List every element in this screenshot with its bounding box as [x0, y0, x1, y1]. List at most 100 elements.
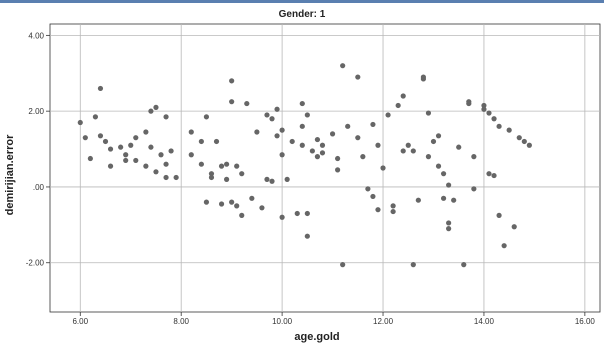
data-point: [143, 163, 149, 169]
data-point: [299, 100, 305, 107]
data-point: [471, 186, 477, 192]
data-point: [309, 148, 315, 154]
data-point: [355, 74, 361, 80]
data-point: [446, 182, 452, 188]
data-point: [208, 171, 215, 177]
chart-title: Gender: 1: [278, 9, 326, 20]
data-point: [92, 114, 99, 120]
data-point: [87, 155, 93, 162]
data-point: [203, 114, 210, 120]
data-point: [77, 119, 83, 126]
data-points: [77, 63, 532, 268]
data-point: [133, 135, 139, 141]
data-point: [107, 163, 114, 169]
data-point: [163, 174, 169, 181]
data-point: [400, 93, 406, 99]
data-point: [385, 112, 391, 118]
data-point: [360, 154, 366, 160]
data-point: [481, 102, 487, 109]
data-point: [294, 210, 300, 217]
data-point: [143, 129, 149, 135]
data-point: [304, 233, 310, 239]
data-point: [304, 210, 310, 217]
data-point: [239, 171, 245, 177]
data-point: [370, 121, 376, 128]
data-point: [224, 176, 230, 182]
x-axis-label: age.gold: [294, 331, 340, 343]
data-point: [123, 152, 129, 158]
data-point: [218, 163, 225, 169]
data-point: [153, 104, 159, 110]
x-tick-label: 10.00: [272, 317, 293, 326]
data-point: [188, 152, 194, 158]
data-point: [435, 163, 442, 169]
data-point: [153, 169, 159, 175]
data-point: [390, 208, 396, 215]
data-point: [526, 142, 532, 148]
data-point: [370, 193, 376, 200]
data-point: [299, 142, 305, 148]
data-point: [329, 131, 336, 137]
x-tick-label: 14.00: [474, 317, 495, 326]
data-point: [496, 123, 502, 129]
plot-area: [49, 23, 601, 313]
data-point: [148, 144, 154, 150]
data-point: [425, 110, 432, 116]
y-tick-label: 2.00: [28, 107, 44, 116]
data-point: [284, 176, 290, 182]
data-point: [279, 152, 285, 158]
data-point: [188, 129, 194, 135]
data-point: [234, 203, 240, 209]
data-point: [410, 148, 416, 154]
window-top-border: [0, 0, 604, 3]
data-point: [390, 203, 396, 209]
data-point: [173, 174, 179, 181]
data-point: [229, 99, 235, 105]
data-point: [516, 135, 522, 141]
axis-ticks: 6.00 8.00 10.00 12.00 14.00 16.00 4.00 2.00 .00 -…: [26, 31, 596, 326]
data-point: [430, 138, 437, 145]
data-point: [198, 138, 204, 145]
data-point: [400, 148, 406, 154]
data-point: [501, 243, 507, 249]
data-point: [168, 148, 174, 154]
data-point: [133, 157, 139, 164]
data-point: [123, 157, 129, 164]
data-point: [380, 165, 386, 171]
data-point: [405, 142, 411, 148]
data-point: [511, 224, 517, 230]
data-point: [218, 201, 225, 207]
data-point: [340, 63, 346, 69]
data-point: [410, 262, 416, 268]
data-point: [375, 142, 381, 148]
data-point: [158, 152, 164, 158]
data-point: [224, 161, 230, 167]
data-point: [335, 155, 341, 162]
data-point: [107, 146, 114, 152]
y-tick-label: -2.00: [26, 259, 45, 268]
data-point: [82, 135, 88, 141]
data-point: [466, 100, 472, 107]
x-tick-label: 16.00: [575, 317, 596, 326]
data-point: [456, 144, 462, 150]
grid-lines: [50, 24, 600, 312]
data-point: [496, 212, 502, 218]
data-point: [239, 212, 245, 218]
data-point: [365, 186, 371, 192]
data-point: [208, 174, 215, 181]
data-point: [481, 106, 487, 112]
data-point: [249, 195, 255, 201]
data-point: [375, 207, 381, 213]
data-point: [446, 226, 452, 232]
data-point: [491, 172, 497, 179]
data-point: [395, 102, 401, 109]
data-point: [304, 112, 310, 118]
data-point: [229, 199, 235, 205]
data-point: [279, 214, 285, 220]
data-point: [340, 262, 346, 268]
data-point: [451, 197, 457, 203]
data-point: [274, 133, 280, 139]
data-point: [486, 171, 492, 177]
data-point: [425, 154, 432, 160]
